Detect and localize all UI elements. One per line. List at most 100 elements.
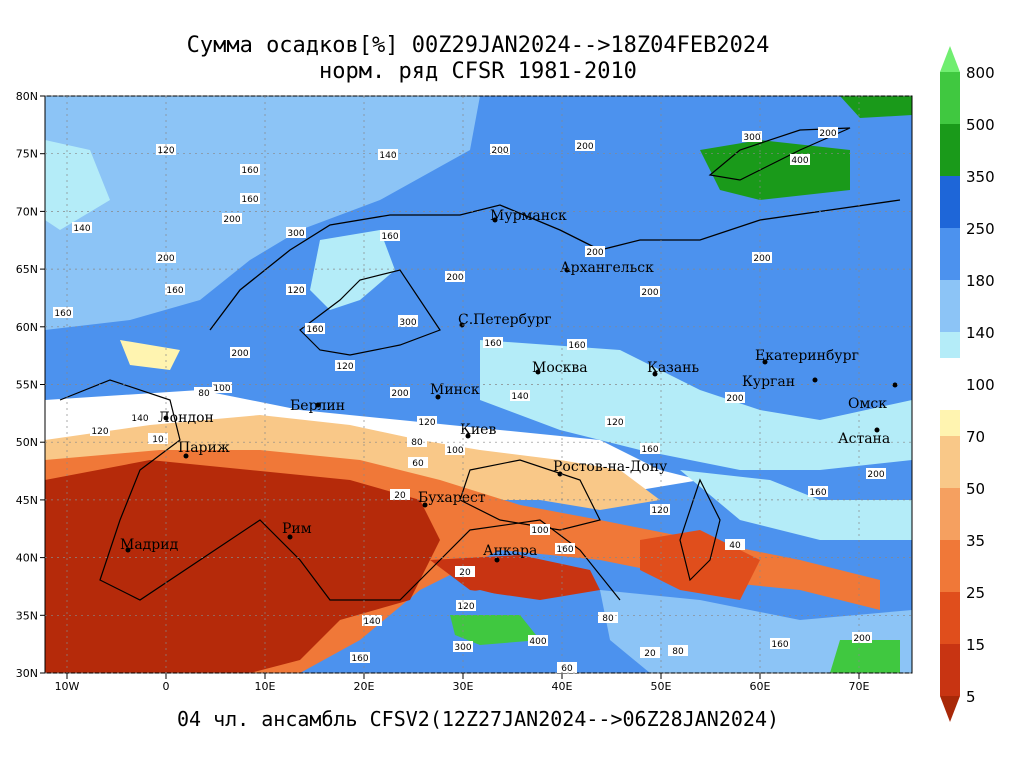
contour-label: 200 <box>753 254 770 264</box>
contour-label: 140 <box>131 414 148 424</box>
contour-label-bg <box>640 286 660 297</box>
city-dot <box>494 557 500 563</box>
contour-label: 160 <box>381 232 398 242</box>
contour-label-bg <box>408 457 428 468</box>
contour-label-bg <box>852 632 872 643</box>
contour-label-bg <box>286 227 306 238</box>
colorbar-label: 50 <box>966 480 985 498</box>
contour-label-bg <box>650 504 670 515</box>
contour-label-bg <box>148 433 168 444</box>
contour-label-bg <box>725 392 745 403</box>
contour-label: 100 <box>213 384 230 394</box>
contour-label-bg <box>398 316 418 327</box>
contour-label-bg <box>640 647 660 658</box>
contour-label: 400 <box>791 156 808 166</box>
contour-label: 200 <box>576 142 593 152</box>
contour-label: 160 <box>809 488 826 498</box>
contour-label: 160 <box>306 325 323 335</box>
contour-label-bg <box>818 127 838 138</box>
contour-label-bg <box>230 347 250 358</box>
lat-tick-label: 50N <box>16 436 38 449</box>
city-dot <box>422 502 428 508</box>
contour-label-bg <box>530 524 550 535</box>
contour-label: 160 <box>568 341 585 351</box>
contour-label-bg <box>528 635 548 646</box>
city-dot <box>762 359 768 365</box>
contour-label-bg <box>585 246 605 257</box>
contour-label-bg <box>752 252 772 263</box>
city-name: Рим <box>282 521 312 537</box>
city-dot <box>125 547 131 553</box>
colorbar-band <box>940 592 960 644</box>
contour-label: 160 <box>54 309 71 319</box>
contour-label-bg <box>286 284 306 295</box>
city-name: Лондон <box>158 410 214 426</box>
city-name: Берлин <box>290 398 345 414</box>
colorbar-triangle <box>940 696 960 722</box>
lat-tick-label: 40N <box>16 552 38 565</box>
contour-label-bg <box>605 416 625 427</box>
colorbar-label: 180 <box>966 272 995 290</box>
contour-label-bg <box>240 193 260 204</box>
contour-label: 20 <box>644 649 656 659</box>
city-name: Минск <box>430 382 480 398</box>
city-dot <box>163 415 169 421</box>
colorbar-label: 15 <box>966 636 985 654</box>
colorbar-band <box>940 436 960 488</box>
contour-label-bg <box>575 140 595 151</box>
contour-label: 160 <box>641 445 658 455</box>
contour-label: 20 <box>459 568 471 578</box>
lat-tick-label: 45N <box>16 494 38 507</box>
lat-tick-label: 55N <box>16 379 38 392</box>
contour-label-bg <box>445 444 465 455</box>
colorbar-band <box>940 280 960 332</box>
contour-label: 300 <box>399 318 416 328</box>
title: Сумма осадков[%] 00Z29JAN2024-->18Z04FEB… <box>187 33 770 58</box>
city-name: Мадрид <box>120 537 179 553</box>
contour-label-bg <box>130 412 150 423</box>
lat-tick-label: 30N <box>16 667 38 680</box>
colorbar-triangle <box>940 46 960 72</box>
contour-label-bg <box>390 489 410 500</box>
contour-label: 120 <box>336 362 353 372</box>
colorbar-label: 250 <box>966 220 995 238</box>
colorbar-band <box>940 644 960 696</box>
contour-label: 300 <box>743 133 760 143</box>
contour-label-bg <box>483 337 503 348</box>
subtitle: норм. ряд CFSR 1981-2010 <box>319 59 637 84</box>
contour-label-bg <box>445 271 465 282</box>
colorbar-label: 70 <box>966 428 985 446</box>
contour-label: 40 <box>729 541 741 551</box>
city-name: Киев <box>460 422 496 438</box>
contour-label-bg <box>380 230 400 241</box>
contour-label-bg <box>555 543 575 554</box>
contour-label: 160 <box>771 640 788 650</box>
contour-label-bg <box>490 144 510 155</box>
contour-label-bg <box>156 144 176 155</box>
contour-label: 200 <box>491 146 508 156</box>
colorbar-label: 800 <box>966 64 995 82</box>
lon-tick-label: 10W <box>55 680 80 693</box>
contour-label-bg <box>808 486 828 497</box>
contour-label: 120 <box>606 418 623 428</box>
contour-label-bg <box>557 662 577 673</box>
contour-label: 60 <box>561 664 573 674</box>
lon-tick-label: 50E <box>651 680 672 693</box>
contour-label: 80 <box>672 647 684 657</box>
coastline <box>459 459 601 531</box>
contour-label: 20 <box>394 491 406 501</box>
contour-label: 100 <box>531 526 548 536</box>
contour-label-bg <box>194 387 214 398</box>
lon-tick-label: 10E <box>255 680 276 693</box>
city-name: Париж <box>178 440 230 456</box>
lon-tick-label: 20E <box>354 680 375 693</box>
contour-label-bg <box>72 222 92 233</box>
city-name: Омск <box>848 396 887 412</box>
city-name: Бухарест <box>418 490 486 506</box>
lon-tick-label: 60E <box>750 680 771 693</box>
city-dot <box>492 217 498 223</box>
lon-tick-label: 40E <box>552 680 573 693</box>
city-dot <box>465 433 471 439</box>
